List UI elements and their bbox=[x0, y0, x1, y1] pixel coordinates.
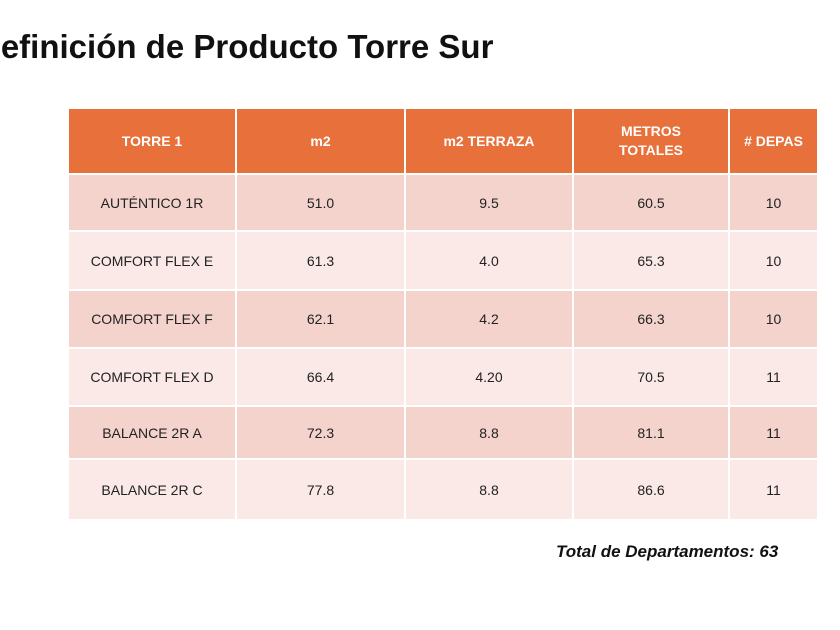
page-title: Definición de Producto Torre Sur bbox=[0, 28, 494, 65]
table-cell: 77.8 bbox=[235, 458, 406, 521]
table-cell: 10 bbox=[728, 289, 819, 349]
table-cell: 11 bbox=[728, 347, 819, 407]
table-row: COMFORT FLEX F 62.1 4.2 66.3 10 bbox=[67, 289, 819, 349]
table-cell: BALANCE 2R A bbox=[67, 405, 237, 460]
product-table: TORRE 1 m2 m2 TERRAZA METROS TOTALES # D… bbox=[67, 107, 819, 521]
table-cell: 61.3 bbox=[235, 230, 406, 291]
table-cell: COMFORT FLEX F bbox=[67, 289, 237, 349]
table-cell: 4.0 bbox=[404, 230, 574, 291]
table-cell: COMFORT FLEX D bbox=[67, 347, 237, 407]
table-cell: 10 bbox=[728, 173, 819, 232]
table-cell: 8.8 bbox=[404, 405, 574, 460]
table-cell: AUTÉNTICO 1R bbox=[67, 173, 237, 232]
table-cell: 70.5 bbox=[572, 347, 730, 407]
header-m2: m2 bbox=[235, 107, 406, 175]
header-depas: # DEPAS bbox=[728, 107, 819, 175]
header-m2-terraza: m2 TERRAZA bbox=[404, 107, 574, 175]
table-cell: 66.4 bbox=[235, 347, 406, 407]
table-cell: BALANCE 2R C bbox=[67, 458, 237, 521]
table-row: BALANCE 2R A 72.3 8.8 81.1 11 bbox=[67, 405, 819, 460]
table-row: COMFORT FLEX D 66.4 4.20 70.5 11 bbox=[67, 347, 819, 407]
table-cell: 4.20 bbox=[404, 347, 574, 407]
table-cell: 4.2 bbox=[404, 289, 574, 349]
total-departamentos: Total de Departamentos: 63 bbox=[556, 542, 779, 561]
table-cell: 9.5 bbox=[404, 173, 574, 232]
table-cell: 65.3 bbox=[572, 230, 730, 291]
table-row: COMFORT FLEX E 61.3 4.0 65.3 10 bbox=[67, 230, 819, 291]
table-row: AUTÉNTICO 1R 51.0 9.5 60.5 10 bbox=[67, 173, 819, 232]
table-cell: 51.0 bbox=[235, 173, 406, 232]
table-cell: 86.6 bbox=[572, 458, 730, 521]
table-cell: COMFORT FLEX E bbox=[67, 230, 237, 291]
table-cell: 62.1 bbox=[235, 289, 406, 349]
table-cell: 11 bbox=[728, 458, 819, 521]
table-row: BALANCE 2R C 77.8 8.8 86.6 11 bbox=[67, 458, 819, 521]
header-metros-totales: METROS TOTALES bbox=[572, 107, 730, 175]
table-cell: 60.5 bbox=[572, 173, 730, 232]
table-cell: 81.1 bbox=[572, 405, 730, 460]
table-cell: 66.3 bbox=[572, 289, 730, 349]
header-torre: TORRE 1 bbox=[67, 107, 237, 175]
table-header-row: TORRE 1 m2 m2 TERRAZA METROS TOTALES # D… bbox=[67, 107, 819, 175]
table-cell: 72.3 bbox=[235, 405, 406, 460]
table-cell: 10 bbox=[728, 230, 819, 291]
table-cell: 11 bbox=[728, 405, 819, 460]
table-cell: 8.8 bbox=[404, 458, 574, 521]
